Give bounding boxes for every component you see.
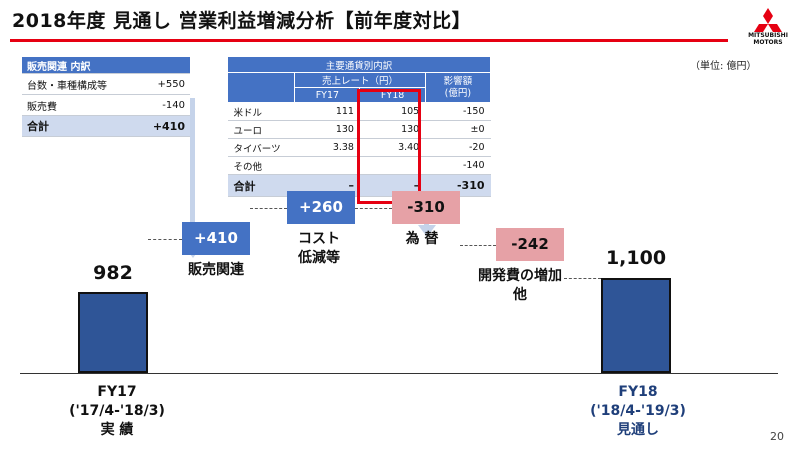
rate-fy17: 111 <box>294 102 360 121</box>
total-value: +410 <box>136 115 190 137</box>
rate-fy17: 3.38 <box>294 138 360 157</box>
row-value: -140 <box>136 94 190 116</box>
table-row: 台数・車種構成等 +550 <box>22 73 190 95</box>
fy17-period: FY17 <box>97 384 137 400</box>
impact-value: -150 <box>425 102 491 121</box>
impact-value: -20 <box>425 138 491 157</box>
delta-label-4: 開発費の増加 他 <box>478 268 562 304</box>
fy17-axis-label: FY17 ('17/4-'18/3) 実 績 <box>62 383 172 440</box>
connector-line <box>460 244 496 246</box>
table-row: タイバーツ 3.38 3.40 -20 <box>227 138 491 157</box>
currency-label: タイバーツ <box>227 138 295 157</box>
rate-fy17 <box>294 156 360 175</box>
delta-label-1: 販売関連 <box>188 262 244 279</box>
fy18-name: 見通し <box>617 422 659 438</box>
connector-line <box>355 207 392 209</box>
fy17-name: 実 績 <box>100 422 134 438</box>
delta-label-3: 為 替 <box>405 231 439 248</box>
rate-header: 売上レート（円） <box>294 72 426 88</box>
rate-fy18 <box>359 156 426 175</box>
logo-line1: MITSUBISHI <box>748 32 788 39</box>
logo-wordmark: MITSUBISHI MOTORS <box>738 32 798 46</box>
chart-baseline <box>20 373 778 374</box>
connector-line <box>564 277 601 279</box>
bar-fy17-value: 982 <box>93 262 133 284</box>
rate-fy17: 130 <box>294 120 360 139</box>
row-label: 販売費 <box>22 94 137 116</box>
impact-value: -140 <box>425 156 491 175</box>
total-label: 合計 <box>227 174 295 197</box>
sales-table-header: 販売関連 内訳 <box>22 57 190 74</box>
impact-header: 影響額 (億円) <box>424 72 492 103</box>
delta-box-1: +410 <box>182 222 250 256</box>
rate-fy18: 105 <box>359 102 426 121</box>
impact-value: ±0 <box>425 120 491 139</box>
title-rule <box>10 39 728 42</box>
currency-label: ユーロ <box>227 120 295 139</box>
fx-connector-arrowhead <box>418 225 436 237</box>
connector-line <box>250 207 287 209</box>
unit-note: （単位: 億円） <box>690 61 757 72</box>
fx-table-title: 主要通貨別内訳 <box>227 56 491 73</box>
delta-label-2: コスト 低減等 <box>298 231 340 267</box>
fy18-range: ('18/4-'19/3) <box>590 403 686 419</box>
table-row: その他 -140 <box>227 156 491 175</box>
total-fy18: – <box>359 174 426 197</box>
fy18-highlight-box <box>357 89 421 204</box>
slide-title: 2018年度 見通し 営業利益増減分析【前年度対比】 <box>12 10 472 32</box>
table-row: 米ドル 111 105 -150 <box>227 102 491 121</box>
bar-fy18-value: 1,100 <box>605 246 667 269</box>
row-label: 台数・車種構成等 <box>22 73 137 95</box>
currency-label: その他 <box>227 156 295 175</box>
total-label: 合計 <box>22 115 137 137</box>
bar-fy18-forecast <box>601 277 671 373</box>
sales-connector-arrow <box>190 98 195 248</box>
fx-corner <box>226 72 296 103</box>
table-row: 販売費 -140 <box>22 94 190 116</box>
delta-box-4: -242 <box>496 228 564 262</box>
rate-fy18: 3.40 <box>359 138 426 157</box>
page-number: 20 <box>770 430 784 443</box>
row-value: +550 <box>136 73 190 95</box>
currency-label: 米ドル <box>227 102 295 121</box>
table-row: ユーロ 130 130 ±0 <box>227 120 491 139</box>
col-fy17: FY17 <box>294 87 361 103</box>
logo-line2: MOTORS <box>753 39 783 46</box>
connector-line <box>148 238 182 240</box>
rate-fy18: 130 <box>359 120 426 139</box>
fy18-period: FY18 <box>618 384 658 400</box>
delta-box-2: +260 <box>287 191 355 225</box>
bar-fy17-actual <box>78 292 148 373</box>
mitsubishi-logo-icon <box>754 8 782 32</box>
delta-box-3: -310 <box>392 191 460 225</box>
fy17-range: ('17/4-'18/3) <box>69 403 165 419</box>
fy18-axis-label: FY18 ('18/4-'19/3) 見通し <box>583 383 693 440</box>
sales-breakdown-table: 販売関連 内訳 台数・車種構成等 +550 販売費 -140 合計 +410 <box>22 57 190 137</box>
table-row-total: 合計 +410 <box>22 115 190 137</box>
